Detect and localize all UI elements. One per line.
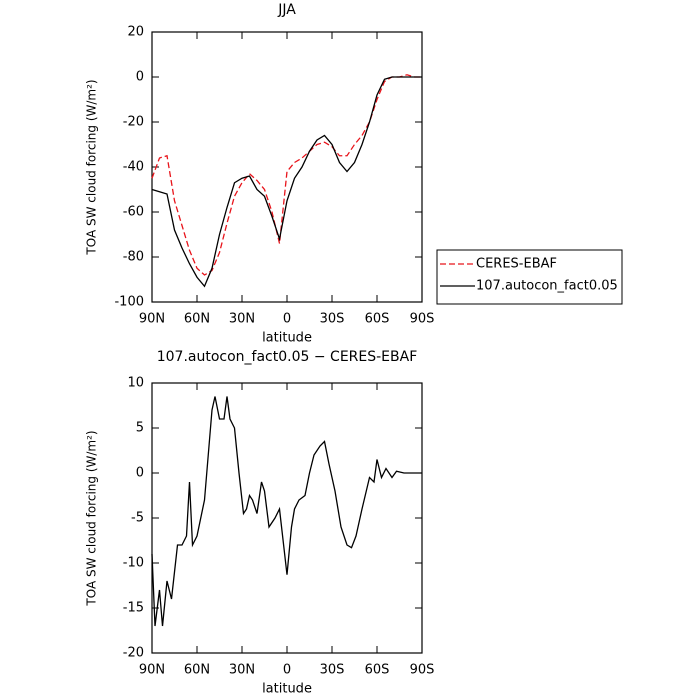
data-line [151,76,422,288]
x-tick-label: 60N [184,663,210,678]
x-tick-label: 30N [229,663,255,678]
plot-frame [151,31,423,303]
y-tick-label: -10 [123,556,144,571]
plot-frame [151,382,423,654]
chart-title: JJA [277,2,296,18]
data-line [151,74,422,276]
y-tick-label: -100 [114,295,144,310]
x-tick-label: 60S [365,312,390,327]
y-tick-label: 0 [136,70,144,85]
legend-box [436,249,623,305]
y-tick-label: -60 [123,205,144,220]
y-tick-label: 5 [136,421,144,436]
y-axis-label: TOA SW cloud forcing (W/m²) [85,430,99,606]
legend-label: 107.autocon_fact0.05 [476,279,618,294]
x-tick-label: 60N [184,312,210,327]
y-tick-label: -5 [131,511,144,526]
x-tick-label: 90S [410,663,435,678]
y-tick-label: -15 [123,601,144,616]
x-tick-label: 60S [365,663,390,678]
y-tick-label: 0 [136,466,144,481]
x-tick-label: 90N [139,312,165,327]
x-tick-label: 30S [320,312,345,327]
y-tick-label: -80 [123,250,144,265]
y-axis-label: TOA SW cloud forcing (W/m²) [85,79,99,255]
x-tick-label: 30S [320,663,345,678]
legend-label: CERES-EBAF [476,257,557,272]
y-tick-label: -20 [123,646,144,661]
y-tick-label: -40 [123,160,144,175]
data-line [151,396,422,627]
x-tick-label: 30N [229,312,255,327]
y-tick-label: 20 [127,25,144,40]
x-tick-label: 90S [410,312,435,327]
x-tick-label: 90N [139,663,165,678]
y-tick-label: 10 [127,376,144,391]
x-axis-label: latitude [262,682,312,697]
x-axis-label: latitude [262,331,312,346]
x-tick-label: 0 [283,663,291,678]
y-tick-label: -20 [123,115,144,130]
x-tick-label: 0 [283,312,291,327]
chart-title: 107.autocon_fact0.05 − CERES-EBAF [157,349,418,365]
